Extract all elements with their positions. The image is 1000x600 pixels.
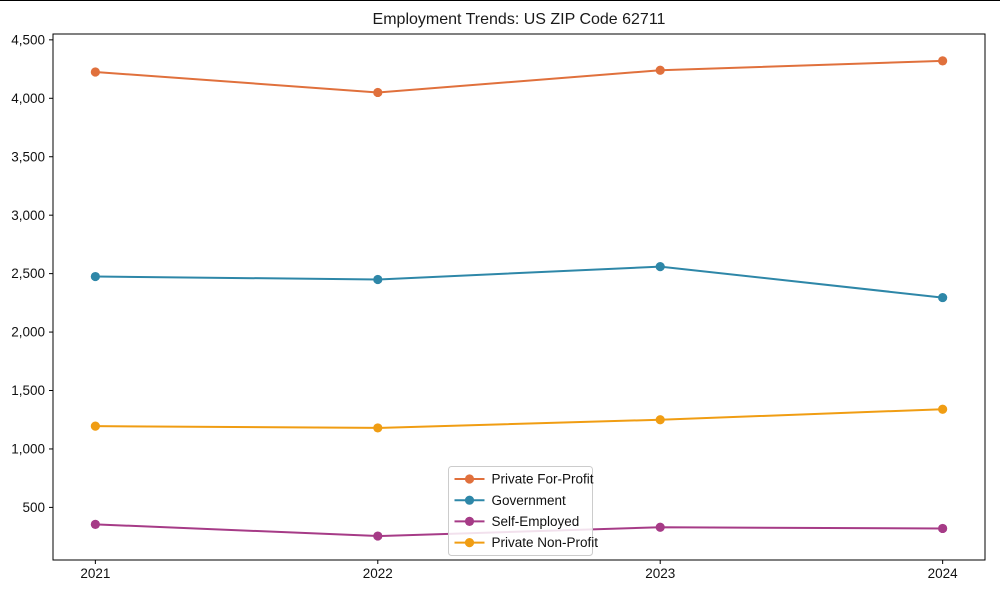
plot-area: 500 1,000 1,500 2,000 2,500 3,000 3,500 4,000 4,…	[11, 32, 986, 581]
x-tick-label: 2023	[645, 566, 675, 581]
data-point-self-employed-2024	[938, 523, 948, 534]
data-point-government-2021	[90, 271, 100, 282]
x-tick-label: 2021	[80, 566, 110, 581]
data-point-private-non-profit-2022	[373, 423, 383, 433]
plot-border	[52, 33, 986, 561]
legend-marker-private-for-profit	[464, 474, 475, 484]
data-point-private-for-profit-2022	[373, 87, 383, 98]
chart-title: Employment Trends: US ZIP Code 62711	[373, 11, 666, 28]
data-point-self-employed-2022	[373, 531, 383, 541]
y-tick-label: 3,000	[11, 208, 45, 223]
series-line-private-for-profit	[94, 59, 944, 94]
y-tick-label: 2,500	[11, 266, 45, 281]
data-point-private-non-profit-2021	[90, 421, 100, 431]
y-tick-label: 500	[22, 500, 45, 515]
data-point-private-non-profit-2023	[655, 415, 665, 425]
data-point-private-non-profit-2024	[938, 404, 948, 414]
data-point-government-2022	[373, 274, 383, 285]
y-tick-label: 4,000	[11, 91, 45, 106]
series-line-private-non-profit	[94, 408, 944, 429]
y-tick-label: 4,500	[11, 32, 45, 47]
series-line-government	[94, 265, 944, 299]
y-tick-label: 1,500	[11, 383, 45, 398]
legend-marker-self-employed	[464, 516, 475, 527]
legend-label-private-for-profit: Private For-Profit	[492, 472, 594, 487]
y-tick-label: 3,500	[11, 149, 45, 164]
legend-label-self-employed: Self-Employed	[492, 514, 580, 529]
y-tick-label: 1,000	[11, 442, 45, 457]
x-tick-label: 2024	[928, 566, 959, 581]
data-point-self-employed-2023	[655, 522, 665, 532]
data-point-private-for-profit-2021	[90, 67, 100, 77]
legend-label-private-non-profit: Private Non-Profit	[492, 535, 599, 550]
data-point-private-for-profit-2023	[655, 65, 665, 75]
data-point-self-employed-2021	[90, 519, 100, 529]
data-point-private-for-profit-2024	[938, 56, 948, 66]
legend-marker-private-non-profit	[464, 538, 475, 548]
legend-box	[448, 466, 593, 556]
data-point-government-2023	[655, 262, 665, 272]
legend-label-government: Government	[492, 493, 567, 508]
legend-marker-government	[464, 495, 475, 505]
data-point-government-2024	[938, 292, 948, 303]
y-tick-label: 2,000	[11, 325, 45, 340]
x-tick-label: 2022	[363, 566, 393, 581]
